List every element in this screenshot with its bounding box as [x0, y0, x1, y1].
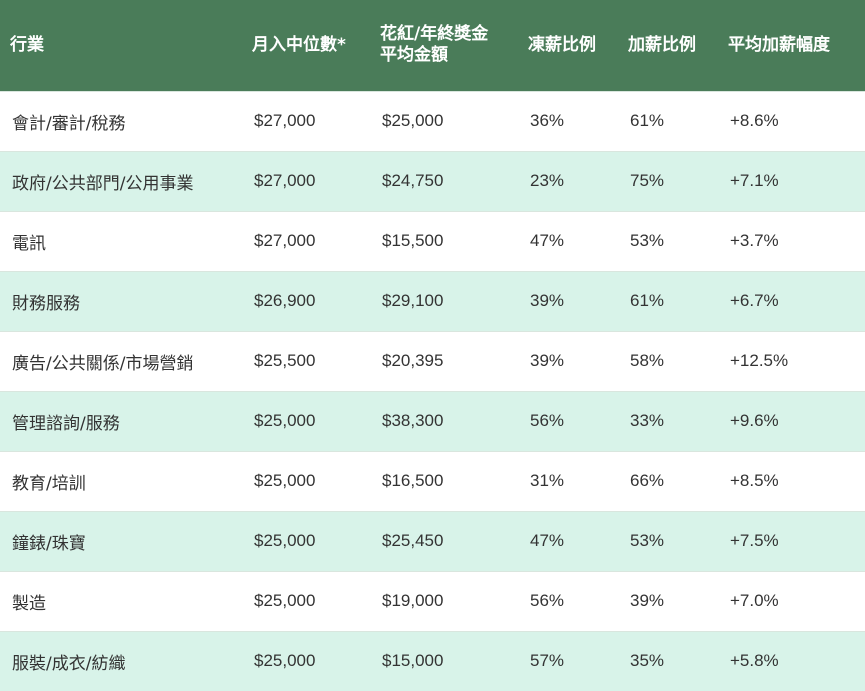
cell-avg-raise: +8.5% — [730, 471, 779, 490]
cell-industry: 電訊 — [12, 233, 46, 254]
table-row: 管理諮詢/服務 $25,000 $38,300 56% 33% +9.6% — [0, 391, 865, 451]
cell-avg-raise: +7.1% — [730, 171, 779, 190]
cell-bonus: $25,000 — [382, 111, 444, 130]
cell-bonus: $16,500 — [382, 471, 444, 490]
cell-median-income: $27,000 — [254, 231, 316, 250]
table-row: 電訊 $27,000 $15,500 47% 53% +3.7% — [0, 211, 865, 271]
header-avg-raise: 平均加薪幅度 — [728, 34, 830, 55]
cell-median-income: $25,500 — [254, 351, 316, 370]
cell-raise-ratio: 53% — [630, 231, 665, 250]
cell-freeze-ratio: 47% — [530, 531, 565, 550]
cell-bonus: $38,300 — [382, 411, 444, 430]
cell-freeze-ratio: 47% — [530, 231, 565, 250]
table-body: 會計/審計/稅務 $27,000 $25,000 36% 61% +8.6% 政府/公共部門… — [0, 91, 865, 691]
cell-median-income: $25,000 — [254, 471, 316, 490]
cell-avg-raise: +8.6% — [730, 111, 779, 130]
header-industry: 行業 — [10, 34, 44, 55]
cell-median-income: $26,900 — [254, 291, 316, 310]
cell-raise-ratio: 39% — [630, 591, 665, 610]
cell-median-income: $27,000 — [254, 111, 316, 130]
cell-avg-raise: +7.5% — [730, 531, 779, 550]
table-row: 服裝/成衣/紡織 $25,000 $15,000 57% 35% +5.8% — [0, 631, 865, 691]
cell-freeze-ratio: 36% — [530, 111, 565, 130]
table-row: 會計/審計/稅務 $27,000 $25,000 36% 61% +8.6% — [0, 91, 865, 151]
cell-bonus: $24,750 — [382, 171, 444, 190]
header-bonus-line1: 花紅/年終獎金 — [380, 24, 489, 45]
cell-raise-ratio: 61% — [630, 111, 665, 130]
cell-industry: 財務服務 — [12, 293, 80, 314]
cell-avg-raise: +3.7% — [730, 231, 779, 250]
cell-industry: 服裝/成衣/紡織 — [12, 653, 126, 674]
cell-industry: 會計/審計/稅務 — [12, 113, 126, 134]
cell-freeze-ratio: 57% — [530, 651, 565, 671]
table-row: 教育/培訓 $25,000 $16,500 31% 66% +8.5% — [0, 451, 865, 511]
cell-freeze-ratio: 39% — [530, 291, 565, 310]
cell-freeze-ratio: 56% — [530, 411, 565, 430]
cell-raise-ratio: 53% — [630, 531, 665, 550]
cell-freeze-ratio: 23% — [530, 171, 565, 190]
cell-industry: 鐘錶/珠寶 — [12, 533, 86, 554]
cell-avg-raise: +6.7% — [730, 291, 779, 310]
header-median-income: 月入中位數* — [252, 34, 346, 55]
cell-avg-raise: +5.8% — [730, 651, 779, 671]
cell-median-income: $25,000 — [254, 591, 316, 610]
table-row: 廣告/公共關係/市場營銷 $25,500 $20,395 39% 58% +12.5% — [0, 331, 865, 391]
table-row: 財務服務 $26,900 $29,100 39% 61% +6.7% — [0, 271, 865, 331]
cell-median-income: $27,000 — [254, 171, 316, 190]
cell-avg-raise: +12.5% — [730, 351, 789, 370]
cell-industry: 教育/培訓 — [12, 473, 86, 494]
cell-bonus: $20,395 — [382, 351, 444, 370]
header-raise-ratio: 加薪比例 — [628, 34, 696, 55]
cell-bonus: $29,100 — [382, 291, 444, 310]
cell-bonus: $19,000 — [382, 591, 444, 610]
header-bonus: 花紅/年終獎金 平均金額 — [370, 0, 518, 91]
cell-bonus: $15,000 — [382, 651, 444, 671]
cell-raise-ratio: 35% — [630, 651, 665, 671]
cell-raise-ratio: 66% — [630, 471, 665, 490]
cell-freeze-ratio: 31% — [530, 471, 565, 490]
cell-bonus: $15,500 — [382, 231, 444, 250]
table-row: 鐘錶/珠寶 $25,000 $25,450 47% 53% +7.5% — [0, 511, 865, 571]
cell-raise-ratio: 33% — [630, 411, 665, 430]
cell-raise-ratio: 75% — [630, 171, 665, 190]
header-bonus-line2: 平均金額 — [380, 45, 448, 66]
cell-median-income: $25,000 — [254, 651, 316, 671]
cell-median-income: $25,000 — [254, 531, 316, 550]
cell-industry: 製造 — [12, 593, 46, 614]
cell-industry: 政府/公共部門/公用事業 — [12, 173, 194, 194]
cell-median-income: $25,000 — [254, 411, 316, 430]
table-header-row: 行業 月入中位數* 花紅/年終獎金 平均金額 凍薪比例 加薪比例 平均加薪幅度 — [0, 0, 865, 91]
cell-avg-raise: +9.6% — [730, 411, 779, 430]
table-row: 製造 $25,000 $19,000 56% 39% +7.0% — [0, 571, 865, 631]
cell-industry: 廣告/公共關係/市場營銷 — [12, 353, 194, 374]
table-row: 政府/公共部門/公用事業 $27,000 $24,750 23% 75% +7.1% — [0, 151, 865, 211]
cell-raise-ratio: 61% — [630, 291, 665, 310]
cell-raise-ratio: 58% — [630, 351, 665, 370]
cell-avg-raise: +7.0% — [730, 591, 779, 610]
cell-industry: 管理諮詢/服務 — [12, 413, 120, 434]
cell-freeze-ratio: 39% — [530, 351, 565, 370]
cell-bonus: $25,450 — [382, 531, 444, 550]
header-freeze-ratio: 凍薪比例 — [528, 34, 596, 55]
cell-freeze-ratio: 56% — [530, 591, 565, 610]
